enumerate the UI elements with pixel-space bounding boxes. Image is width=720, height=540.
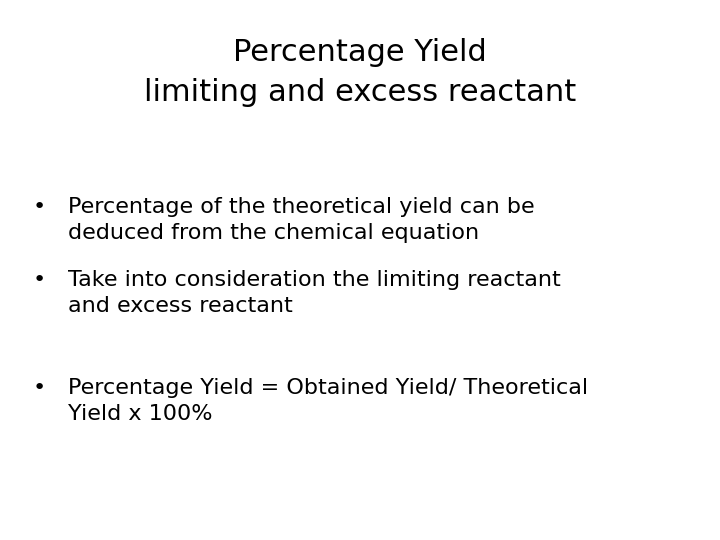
Text: Percentage Yield
limiting and excess reactant: Percentage Yield limiting and excess rea… — [144, 38, 576, 107]
Text: Take into consideration the limiting reactant
and excess reactant: Take into consideration the limiting rea… — [68, 270, 561, 315]
Text: •: • — [32, 197, 45, 217]
Text: Percentage Yield = Obtained Yield/ Theoretical
Yield x 100%: Percentage Yield = Obtained Yield/ Theor… — [68, 378, 588, 423]
Text: •: • — [32, 270, 45, 290]
Text: Percentage of the theoretical yield can be
deduced from the chemical equation: Percentage of the theoretical yield can … — [68, 197, 535, 242]
Text: •: • — [32, 378, 45, 398]
